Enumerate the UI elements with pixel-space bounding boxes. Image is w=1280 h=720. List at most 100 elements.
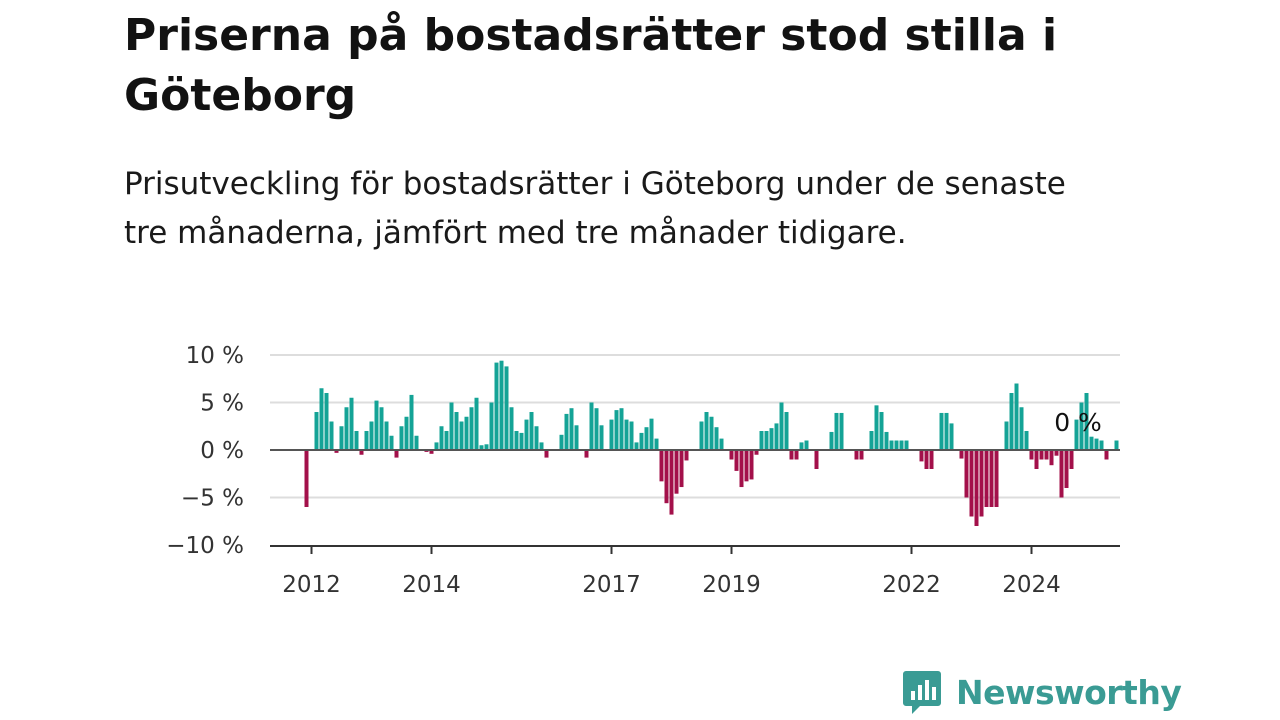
bar [344, 407, 349, 450]
bar [924, 450, 929, 469]
bar [959, 450, 964, 459]
bar [1024, 431, 1029, 450]
bar [744, 450, 749, 482]
bar [974, 450, 979, 526]
bar [869, 431, 874, 450]
bar [799, 442, 804, 450]
bar [749, 450, 754, 480]
bar [1054, 450, 1059, 456]
bar [319, 388, 324, 450]
bar [574, 425, 579, 450]
bar [509, 407, 514, 450]
bar [859, 450, 864, 460]
bar [404, 416, 409, 450]
bar [474, 397, 479, 450]
bar [444, 431, 449, 450]
bar [324, 393, 329, 450]
bar [1009, 393, 1014, 450]
bar [334, 450, 339, 453]
bar [469, 407, 474, 450]
bar [644, 427, 649, 450]
bar [519, 432, 524, 450]
bar [389, 435, 394, 450]
bar [364, 431, 369, 450]
bar [944, 412, 949, 450]
bar [1084, 393, 1089, 450]
bar [529, 412, 534, 450]
bar [464, 416, 469, 450]
y-tick-label: 5 % [200, 391, 244, 417]
bar [539, 442, 544, 450]
bar [754, 450, 759, 455]
bar [394, 450, 399, 458]
bar [1104, 450, 1109, 460]
y-tick-label: −5 % [181, 486, 244, 512]
bar [899, 440, 904, 450]
bar [1049, 450, 1054, 466]
bar [409, 394, 414, 450]
bar [439, 426, 444, 450]
bar [619, 408, 624, 450]
bar [919, 450, 924, 462]
bar [709, 416, 714, 450]
bar [739, 450, 744, 488]
bar [494, 362, 499, 450]
bar [414, 435, 419, 450]
bar [879, 412, 884, 450]
bar [434, 442, 439, 450]
bar [829, 431, 834, 450]
bar [854, 450, 859, 460]
bar [359, 450, 364, 455]
bar [969, 450, 974, 517]
bar [599, 425, 604, 450]
bar [459, 421, 464, 450]
bar [354, 431, 359, 450]
bar [839, 412, 844, 450]
brand-name: Newsworthy [956, 672, 1182, 712]
bar [614, 410, 619, 450]
bar [489, 402, 494, 450]
bar [874, 405, 879, 450]
bar [609, 419, 614, 450]
bar [1089, 436, 1094, 450]
bar [1079, 402, 1084, 450]
bar [794, 450, 799, 460]
bar [329, 421, 334, 450]
x-tick-label: 2017 [582, 572, 641, 598]
chart-title: Priserna på bostadsrätter stod stilla i … [124, 10, 1058, 121]
bar [904, 440, 909, 450]
bar [384, 421, 389, 450]
bar [499, 360, 504, 450]
bar [929, 450, 934, 469]
bar [639, 432, 644, 450]
bar [774, 423, 779, 450]
bar [1044, 450, 1049, 460]
bar [1074, 419, 1079, 450]
bar [514, 431, 519, 450]
bar [399, 426, 404, 450]
bar [1034, 450, 1039, 469]
bar [939, 412, 944, 450]
y-tick-label: 10 % [186, 343, 244, 369]
bar [889, 440, 894, 450]
bar [704, 412, 709, 450]
bar [714, 427, 719, 450]
bar [884, 431, 889, 450]
bar [949, 423, 954, 450]
bar [789, 450, 794, 460]
axis-labels: 10 % 5 % 0 % −5 % −10 % 2012 2014 2017 2019 2022 2… [166, 343, 1060, 598]
bar [779, 402, 784, 450]
bar [454, 412, 459, 450]
bar [814, 450, 819, 469]
bar [339, 426, 344, 450]
bar [1014, 383, 1019, 450]
bar [674, 450, 679, 494]
x-tick-label: 2024 [1002, 572, 1061, 598]
bar [769, 428, 774, 450]
newsworthy-logo-icon [903, 671, 941, 714]
bar [484, 444, 489, 450]
x-tick-label: 2012 [282, 572, 341, 598]
bar [1099, 440, 1104, 450]
bar [479, 445, 484, 450]
